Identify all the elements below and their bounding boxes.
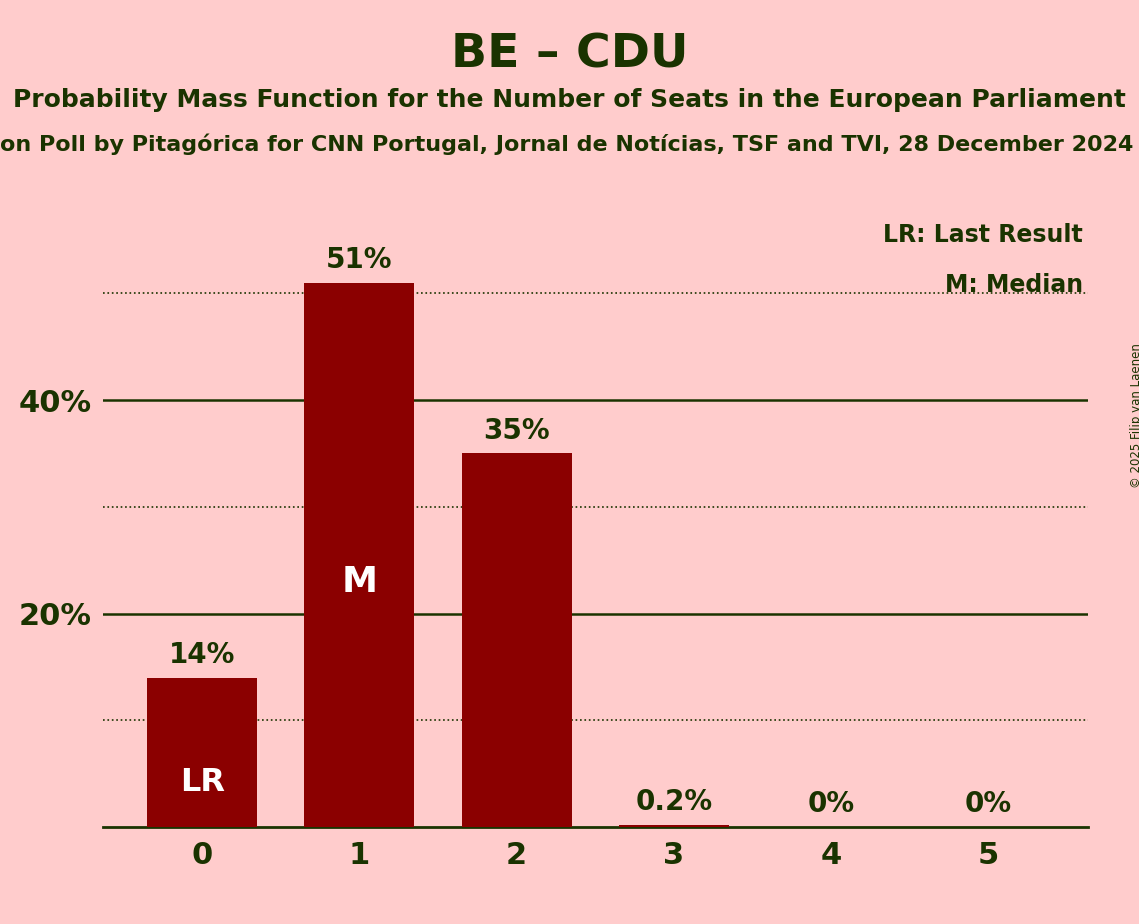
Bar — [461, 454, 572, 827]
Bar — [147, 677, 257, 827]
Text: © 2025 Filip van Laenen: © 2025 Filip van Laenen — [1130, 344, 1139, 488]
Text: 35%: 35% — [483, 417, 550, 444]
Text: 51%: 51% — [326, 246, 393, 274]
Text: 0%: 0% — [965, 790, 1011, 819]
Text: BE – CDU: BE – CDU — [451, 32, 688, 78]
Text: M: Median: M: Median — [944, 273, 1083, 297]
Text: Opinion Poll by Pitagórica for CNN Portugal, Jornal de Notícias, TSF and TVI, 28: Opinion Poll by Pitagórica for CNN Portu… — [0, 134, 1133, 155]
Text: M: M — [342, 565, 377, 599]
Text: Probability Mass Function for the Number of Seats in the European Parliament: Probability Mass Function for the Number… — [13, 88, 1126, 112]
Text: LR: LR — [180, 767, 224, 797]
Bar — [618, 825, 729, 827]
Text: LR: Last Result: LR: Last Result — [883, 224, 1083, 248]
Text: 0.2%: 0.2% — [636, 788, 712, 816]
Text: 14%: 14% — [169, 641, 236, 669]
Text: 0%: 0% — [808, 790, 854, 819]
Bar — [304, 283, 415, 827]
